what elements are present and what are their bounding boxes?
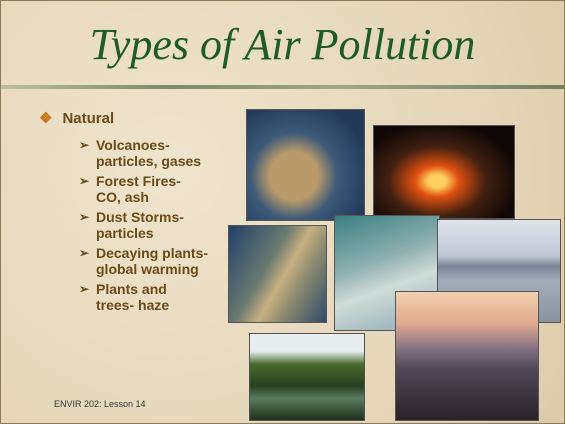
heading-text: Natural <box>62 110 114 127</box>
bullet-list: Volcanoes-particles, gases Forest Fires-C… <box>79 137 208 317</box>
bullet-line: trees- haze <box>96 297 208 313</box>
bullet-item: Decaying plants-global warming <box>79 245 208 277</box>
bullet-line: Plants and <box>96 281 208 297</box>
title-rule <box>1 85 564 89</box>
fire-photo <box>373 125 515 219</box>
sunset-photo <box>395 291 539 421</box>
bullet-item: Forest Fires-CO, ash <box>79 173 208 205</box>
bullet-line: Decaying plants- <box>96 245 208 261</box>
bullet-line: Forest Fires- <box>96 173 208 189</box>
slide: Types of Air Pollution ❖Natural Volcanoe… <box>0 0 565 424</box>
bullet-line: Volcanoes- <box>96 137 208 153</box>
bullet-heading: ❖Natural <box>39 109 114 127</box>
bullet-line: particles, gases <box>96 153 208 169</box>
satellite-photo <box>246 109 365 221</box>
footer: ENVIR 202: Lesson 14 <box>54 399 146 409</box>
bullet-line: global warming <box>96 261 208 277</box>
bullet-line: Dust Storms- <box>96 209 208 225</box>
bullet-line: particles <box>96 225 208 241</box>
bullet-line: CO, ash <box>96 189 208 205</box>
slide-title: Types of Air Pollution <box>1 19 564 70</box>
forest-photo <box>249 333 365 421</box>
bullet-item: Dust Storms-particles <box>79 209 208 241</box>
dust-storm-photo <box>228 225 327 323</box>
bullet-item: Volcanoes-particles, gases <box>79 137 208 169</box>
